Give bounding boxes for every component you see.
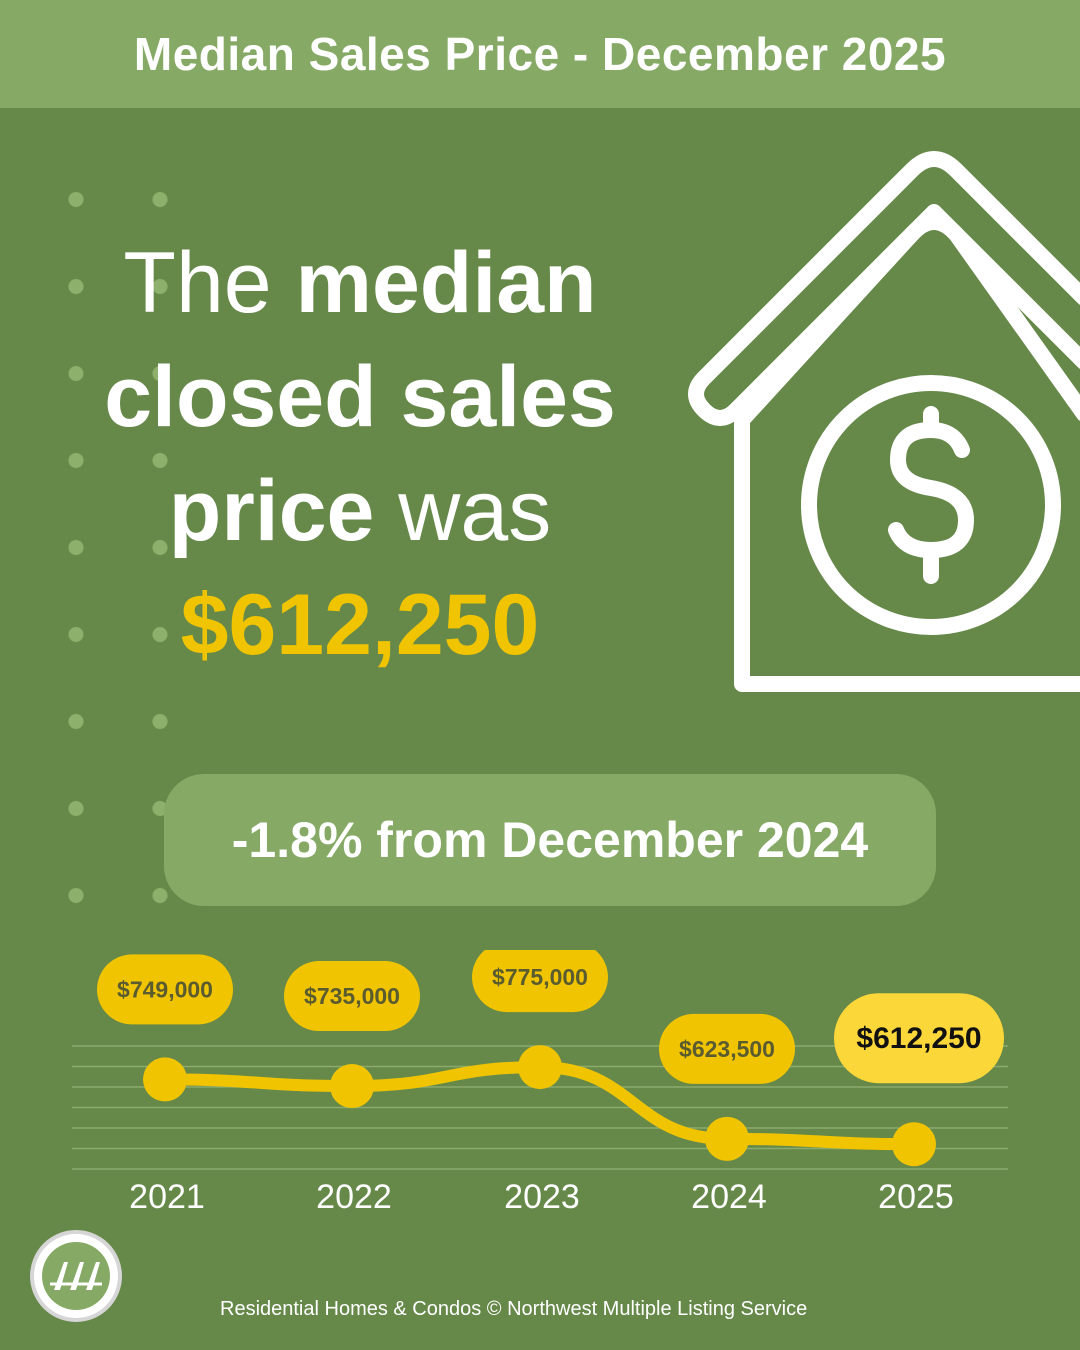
value-label-2022: $735,000 xyxy=(304,983,400,1009)
headline-price-word: price xyxy=(168,463,375,559)
headline-was: was xyxy=(374,463,552,559)
value-pill-2024 xyxy=(659,1013,795,1084)
headline-line-3: price was xyxy=(60,454,660,568)
value-label-2021: $749,000 xyxy=(117,976,213,1002)
data-point-2024 xyxy=(705,1116,749,1161)
headline-closed-sales: closed sales xyxy=(104,349,616,445)
headline-line-4: $612,250 xyxy=(60,568,660,682)
value-pill-2021 xyxy=(97,954,233,1025)
x-tick-label-2022: 2022 xyxy=(316,1178,392,1216)
value-pill-2025 xyxy=(834,993,1004,1084)
headline-the: The xyxy=(123,235,296,331)
x-tick-label-2024: 2024 xyxy=(691,1178,767,1216)
value-label-2024: $623,500 xyxy=(679,1036,775,1062)
x-tick-label-2021: 2021 xyxy=(129,1178,205,1216)
change-badge-text: -1.8% from December 2024 xyxy=(231,812,869,868)
data-point-2021 xyxy=(143,1057,187,1102)
x-tick-label-2025: 2025 xyxy=(878,1178,954,1216)
page-title: Median Sales Price - December 2025 xyxy=(133,28,947,80)
data-point-2022 xyxy=(330,1064,374,1109)
header-banner: Median Sales Price - December 2025 xyxy=(0,0,1080,108)
headline: The median closed sales price was $612,2… xyxy=(60,226,660,682)
headline-median: median xyxy=(295,235,597,331)
value-pill-2023 xyxy=(472,950,608,1013)
value-label-2025: $612,250 xyxy=(856,1022,981,1055)
headline-price-value: $612,250 xyxy=(180,577,540,673)
nwmls-logo xyxy=(30,1230,122,1322)
x-tick-label-2023: 2023 xyxy=(504,1178,580,1216)
house-dollar-icon xyxy=(688,151,1080,692)
change-badge: -1.8% from December 2024 xyxy=(164,774,936,906)
data-point-2025 xyxy=(892,1122,936,1167)
headline-line-1: The median xyxy=(60,226,660,340)
price-trend-chart: $749,000 $735,000 $775,000 $623,500 $612,250… xyxy=(72,950,1008,1216)
footer-credit: Residential Homes & Condos © Northwest M… xyxy=(220,1298,808,1320)
value-label-2023: $775,000 xyxy=(492,964,588,990)
value-pill-2022 xyxy=(284,961,420,1032)
headline-line-2: closed sales xyxy=(60,340,660,454)
data-point-2023 xyxy=(518,1045,562,1090)
